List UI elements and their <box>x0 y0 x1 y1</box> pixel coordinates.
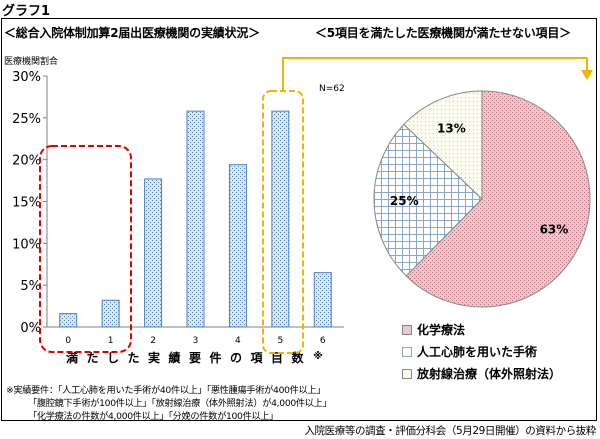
bar-3 <box>186 110 205 328</box>
pie-data-label: 63% <box>540 222 569 236</box>
footnote-line-1: ※実績要件：「人工心肺を用いた手術が40件以上」「悪性腫瘍手術が400件以上」 <box>6 385 326 396</box>
pie-data-label: 13% <box>437 122 466 136</box>
x-tick-label: 2 <box>150 336 156 346</box>
x-tick-label: 0 <box>65 336 71 346</box>
bar-5 <box>271 110 290 328</box>
x-tick-label: 3 <box>193 336 199 346</box>
legend-label-chemo: 化学療法 <box>417 323 466 337</box>
pie-slice-radiation <box>403 90 483 201</box>
highlight-box-red <box>39 145 132 353</box>
x-axis-title-char: 数 <box>291 350 304 365</box>
connector-line <box>282 57 588 91</box>
footnote-line-2: 「腹腔鏡下手術が100件以上」「放射線治療（体外照射法）が4,000件以上」 <box>28 398 332 409</box>
x-axis-title-char: ※ <box>313 350 323 362</box>
footnote-line-3: 「化学療法の件数が4,000件以上」「分娩の件数が100件以上」 <box>28 411 279 422</box>
legend-swatch-radiation <box>402 368 412 379</box>
legend-label-heart-surgery: 人工心肺を用いた手術 <box>417 345 538 359</box>
x-tick-label: 4 <box>235 336 241 346</box>
legend-item-heart-surgery: 人工心肺を用いた手術 <box>402 343 537 360</box>
bar-2 <box>144 178 163 328</box>
y-tick-label: 25% <box>12 112 41 127</box>
y-tick-label: 20% <box>12 154 41 169</box>
chart-panel <box>1 18 597 421</box>
x-axis-title-char: 満 <box>66 350 78 365</box>
x-axis-title-char: 実 <box>148 350 160 365</box>
x-axis-title-char: 目 <box>271 351 283 365</box>
bar-4 <box>228 164 247 328</box>
legend-item-radiation: 放射線治療（体外照射法） <box>402 365 561 382</box>
x-axis-title-char: の <box>230 351 242 365</box>
graph-label: グラフ1 <box>2 4 51 19</box>
pie-chart: 63% 25% 13% <box>373 90 591 308</box>
pie-data-label: 25% <box>390 194 419 208</box>
pie-chart-heading: ＜5項目を満たした医療機関が満たせない項目＞ <box>315 26 571 40</box>
x-axis-title-char: 要 <box>189 350 201 365</box>
x-axis-title-char: 件 <box>209 350 221 365</box>
bar-0 <box>59 313 78 328</box>
x-tick-label: 5 <box>277 336 283 346</box>
y-tick-label: 0% <box>20 321 41 336</box>
x-axis-title-char: た <box>127 351 139 365</box>
y-tick-label: 15% <box>12 196 41 211</box>
bar-1 <box>101 299 120 328</box>
y-tick-label: 30% <box>12 70 41 85</box>
x-axis-title-char: 績 <box>168 350 180 365</box>
y-tick-label: 10% <box>12 237 41 252</box>
x-axis-title-char: 項 <box>250 351 263 365</box>
pie-slice-chemo <box>405 90 591 308</box>
y-axis-label: 医療機関割合 <box>4 55 58 67</box>
x-tick-label: 1 <box>108 336 114 346</box>
x-axis-title-char: し <box>107 351 119 365</box>
bar-chart-heading: ＜総合入院体制加算2届出医療機関の実績状況＞ <box>4 26 260 40</box>
bar-6 <box>313 272 332 328</box>
pie-slice-heart-surgery <box>373 123 483 277</box>
connector-arrow-icon <box>581 70 593 80</box>
legend-swatch-chemo <box>402 324 412 335</box>
sample-size-label: N=62 <box>319 84 345 94</box>
x-axis-title-char: た <box>86 351 98 365</box>
legend-item-chemo: 化学療法 <box>402 321 465 338</box>
y-tick-label: 5% <box>20 279 41 294</box>
legend-label-radiation: 放射線治療（体外照射法） <box>417 367 562 381</box>
x-tick-label: 6 <box>320 336 326 346</box>
legend-swatch-heart-surgery <box>402 346 412 357</box>
source-note: 入院医療等の調査・評価分科会（5月29日開催）の資料から抜粋 <box>304 425 596 437</box>
